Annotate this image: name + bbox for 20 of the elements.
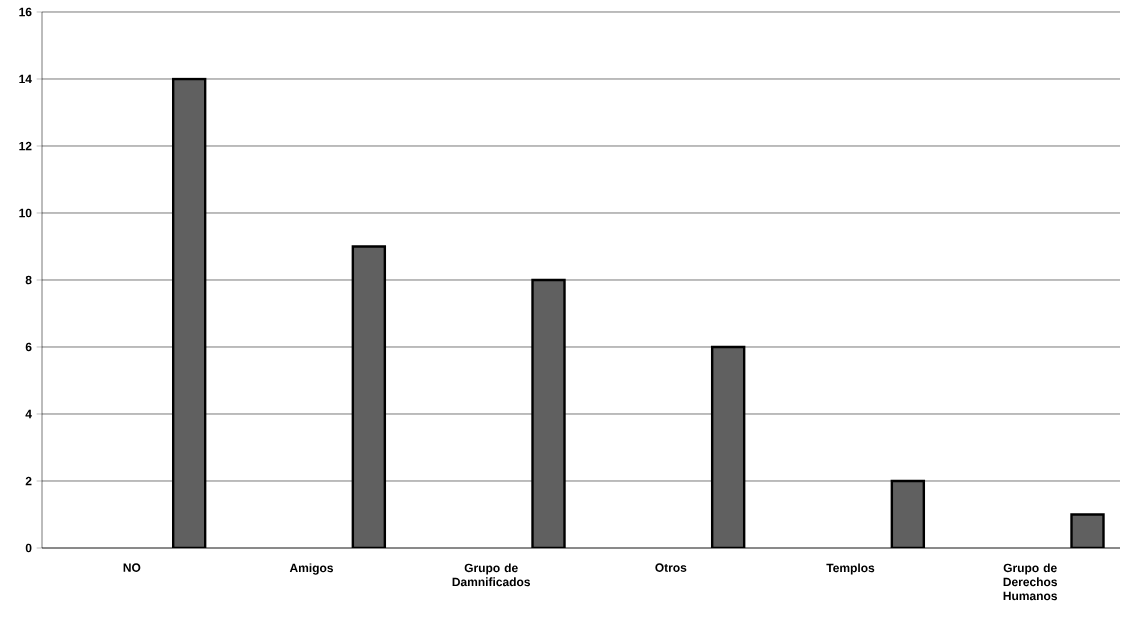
y-tick-label: 4	[25, 409, 32, 419]
bar	[890, 479, 926, 548]
y-tick-label: 16	[19, 7, 32, 17]
y-tick-label: 0	[25, 543, 32, 553]
bar	[351, 245, 387, 548]
y-tick-label: 6	[25, 342, 32, 352]
x-tick-label: Templos	[826, 563, 875, 575]
x-tick-label: Grupo de Derechos Humanos	[1003, 563, 1058, 601]
y-tick-label: 2	[25, 476, 32, 486]
x-tick-label: NO	[123, 563, 141, 572]
y-tick-label: 12	[19, 141, 32, 151]
x-tick-label: Otros	[655, 563, 687, 572]
bar	[171, 77, 207, 548]
y-tick-label: 8	[25, 275, 32, 285]
x-tick-label: Amigos	[289, 563, 334, 575]
y-tick-label: 14	[19, 74, 32, 84]
y-tick-label: 10	[19, 208, 32, 218]
bar	[710, 345, 746, 548]
bar	[531, 278, 566, 548]
x-tick-label: Grupo de Damnificados	[452, 563, 531, 587]
